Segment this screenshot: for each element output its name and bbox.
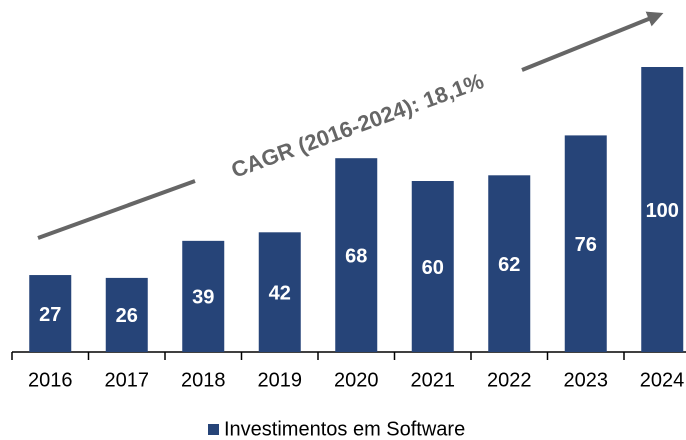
bar [411,181,454,352]
x-tick-label: 2018 [181,369,226,391]
value-label: 27 [39,304,61,326]
bar [105,277,148,352]
x-tick-label: 2022 [487,369,532,391]
cagr-arrow [521,11,664,72]
x-tick-label: 2024 [640,369,685,391]
legend-swatch [208,424,219,435]
bar [29,275,72,352]
value-label: 62 [498,254,520,276]
bar [488,175,531,352]
cagr-arrow [37,179,196,240]
bar [182,240,225,352]
x-tick-label: 2016 [28,369,73,391]
legend-label: Investimentos em Software [224,418,465,440]
x-tick-label: 2017 [105,369,150,391]
value-label: 26 [116,305,138,327]
x-tick-label: 2021 [411,369,456,391]
value-label: 39 [192,287,214,309]
x-tick-label: 2020 [334,369,379,391]
x-tick-label: 2019 [258,369,303,391]
value-label: 68 [345,245,367,267]
value-label: 42 [269,282,291,304]
bar [258,232,301,352]
bar [564,135,607,352]
value-label: 100 [646,200,679,222]
bar [335,158,378,352]
x-tick-label: 2023 [564,369,609,391]
value-label: 60 [422,257,444,279]
value-label: 76 [575,234,597,256]
bar [641,67,684,352]
